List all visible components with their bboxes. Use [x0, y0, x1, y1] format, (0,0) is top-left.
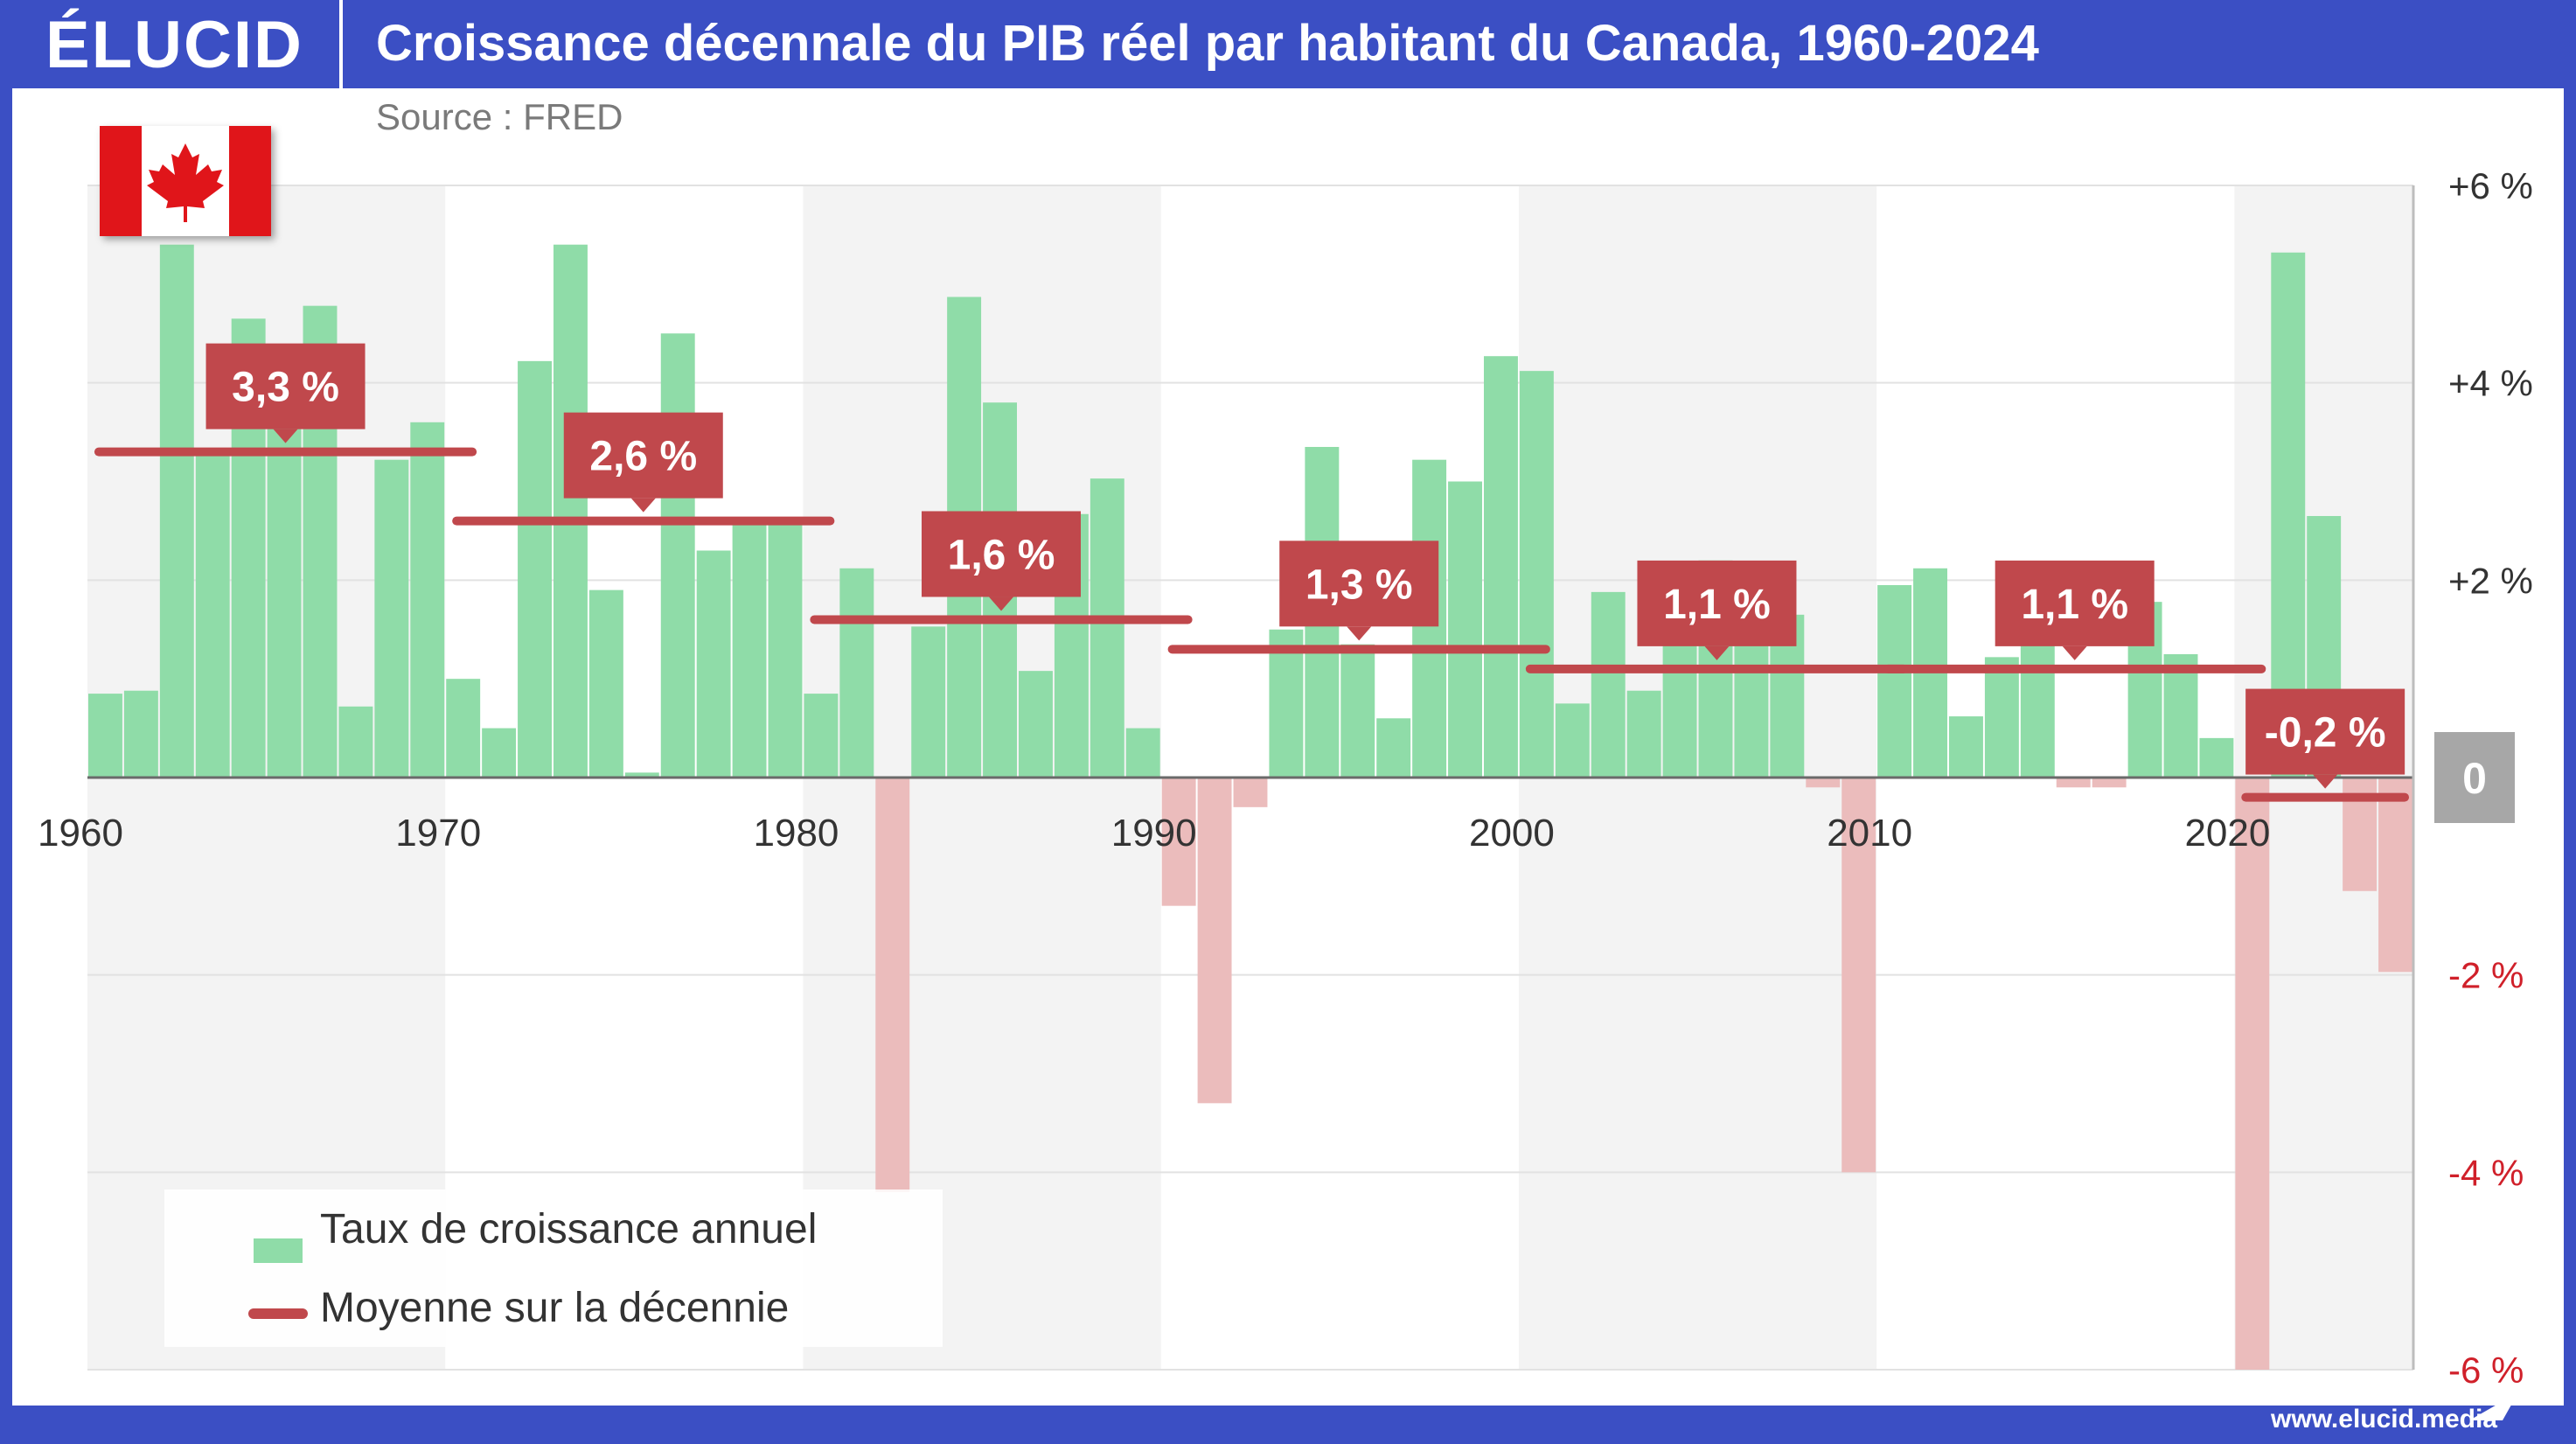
- bar-1975: [624, 772, 659, 778]
- average-label: 3,3 %: [232, 365, 339, 411]
- x-tick-label: 2010: [1827, 812, 1912, 855]
- bar-2001: [1555, 703, 1590, 778]
- average-callout-pointer: [989, 596, 1013, 611]
- y-tick-label: +6 %: [2448, 165, 2533, 206]
- bar-1977: [696, 550, 731, 778]
- bar-1996: [1376, 718, 1411, 778]
- bar-1971: [482, 728, 517, 778]
- average-label: 1,3 %: [1305, 562, 1413, 608]
- average-callout: [563, 412, 723, 499]
- bar-2003: [1626, 690, 1661, 778]
- average-callout-pointer: [2313, 774, 2338, 789]
- x-tick-label: 1970: [395, 812, 481, 855]
- bar-1986: [1019, 671, 1053, 778]
- average-callout: [1637, 560, 1797, 646]
- legend: Taux de croissance annuel Moyenne sur la…: [164, 1189, 943, 1347]
- bar-1989: [1125, 728, 1160, 778]
- bar-1991: [1197, 778, 1232, 1104]
- y-tick-label: +2 %: [2448, 560, 2533, 601]
- bar-1999: [1484, 356, 1518, 778]
- bar-2024: [2378, 778, 2412, 973]
- bar-2010: [1877, 584, 1912, 778]
- average-callout: [2245, 688, 2405, 775]
- bar-1962: [159, 244, 194, 778]
- bar-1960: [88, 694, 122, 778]
- average-callout-pointer: [273, 429, 298, 443]
- bar-1963: [195, 451, 230, 778]
- y-tick-label: 0: [2462, 754, 2487, 803]
- bar-2000: [1519, 371, 1554, 778]
- bar-2002: [1591, 591, 1626, 778]
- bar-1970: [446, 679, 481, 778]
- average-label: 1,6 %: [948, 532, 1055, 578]
- bar-1982: [875, 778, 910, 1192]
- average-label: -0,2 %: [2265, 710, 2386, 757]
- bar-2018: [2163, 653, 2198, 778]
- bar-2008: [1806, 778, 1841, 788]
- y-tick-label: -4 %: [2448, 1152, 2524, 1193]
- bar-1968: [374, 459, 409, 778]
- y-tick-label: +4 %: [2448, 363, 2533, 404]
- y-tick-label: -6 %: [2448, 1350, 2524, 1391]
- source-note: Source : FRED: [376, 96, 623, 137]
- bar-1972: [518, 360, 552, 778]
- bar-2009: [1841, 778, 1876, 1173]
- average-label: 1,1 %: [1663, 582, 1771, 628]
- chart-title: Croissance décennale du PIB réel par hab…: [376, 15, 2039, 72]
- bar-2016: [2092, 778, 2127, 788]
- x-tick-label: 2000: [1469, 812, 1555, 855]
- bar-2013: [1984, 657, 2019, 778]
- bar-1969: [410, 422, 445, 778]
- bar-1967: [338, 706, 373, 778]
- bar-2012: [1949, 716, 1983, 778]
- bar-2014: [2020, 626, 2055, 778]
- x-tick-label: 2020: [2184, 812, 2270, 855]
- bar-1961: [123, 690, 158, 778]
- average-callout: [1995, 560, 2155, 646]
- canada-flag-icon: [100, 126, 271, 236]
- bar-2019: [2199, 737, 2234, 778]
- header-separator: [339, 0, 343, 88]
- bar-1976: [660, 333, 695, 778]
- bar-2020: [2235, 778, 2270, 1370]
- legend-swatch-annual: [254, 1238, 303, 1263]
- website-url: www.elucid.media: [2271, 1405, 2497, 1434]
- legend-label-average: Moyenne sur la décennie: [320, 1285, 790, 1331]
- legend-label-annual: Taux de croissance annuel: [320, 1206, 818, 1252]
- y-tick-label: -2 %: [2448, 955, 2524, 996]
- average-callout: [922, 511, 1081, 597]
- header-bar: [0, 0, 2576, 88]
- zero-tick-badge: [2434, 732, 2515, 823]
- average-callout-pointer: [1704, 645, 1730, 660]
- bar-1995: [1340, 644, 1375, 778]
- average-callout: [205, 343, 366, 429]
- bar-2015: [2056, 778, 2091, 788]
- x-tick-label: 1960: [38, 812, 123, 855]
- bar-1979: [768, 518, 803, 778]
- average-callout-pointer: [630, 498, 656, 513]
- brand-logo: ÉLUCID: [45, 8, 303, 82]
- bar-1992: [1233, 778, 1268, 807]
- average-callout-pointer: [1347, 626, 1372, 641]
- bar-1974: [588, 589, 623, 778]
- bar-1980: [804, 694, 839, 778]
- average-callout-pointer: [2062, 645, 2087, 660]
- average-label: 2,6 %: [589, 434, 697, 480]
- bar-1993: [1269, 629, 1304, 778]
- bar-1988: [1090, 478, 1124, 778]
- bar-1978: [732, 520, 767, 778]
- bar-1973: [553, 244, 588, 778]
- bar-1981: [839, 568, 874, 778]
- x-tick-label: 1980: [754, 812, 839, 855]
- average-label: 1,1 %: [2021, 582, 2128, 628]
- legend-swatch-average: [248, 1308, 308, 1319]
- bar-1983: [911, 626, 946, 778]
- bar-1998: [1448, 481, 1482, 778]
- average-callout: [1279, 541, 1439, 627]
- elucid-arrow-icon: [2469, 1392, 2518, 1420]
- x-tick-label: 1990: [1111, 812, 1197, 855]
- bar-1990: [1161, 778, 1196, 906]
